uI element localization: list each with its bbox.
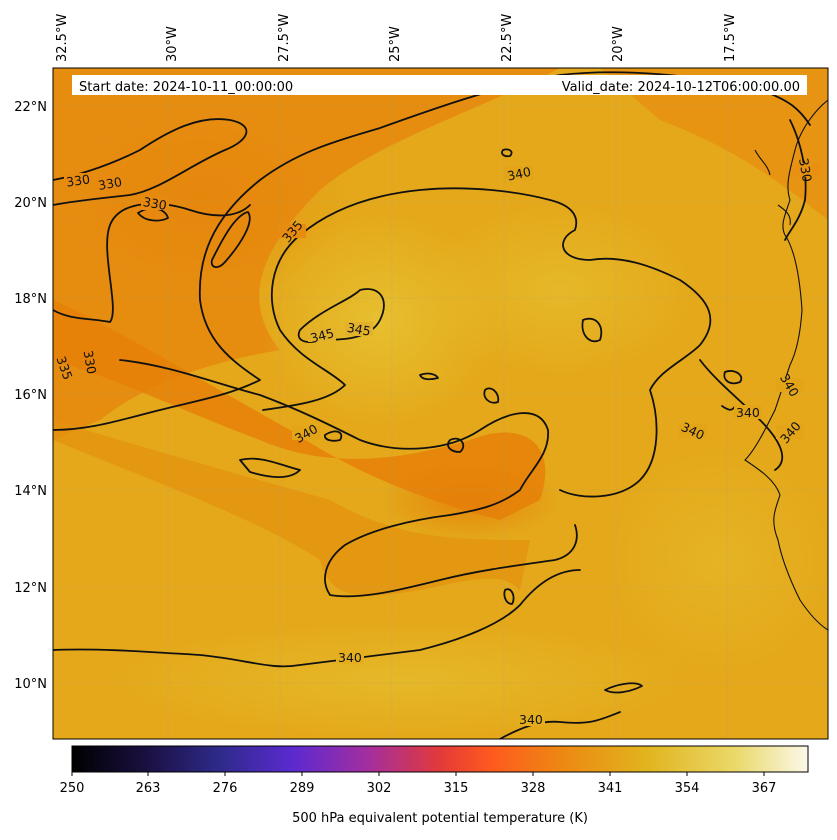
svg-text:340: 340 bbox=[506, 164, 533, 184]
contour-label: 345 bbox=[308, 325, 336, 346]
svg-text:340: 340 bbox=[736, 405, 760, 420]
contour-label: 340 bbox=[517, 712, 545, 727]
contour-330-nw bbox=[53, 118, 248, 206]
svg-text:345: 345 bbox=[309, 325, 336, 346]
lon-label: 27.5°W bbox=[277, 14, 292, 62]
contour-label: 330 bbox=[792, 157, 820, 183]
contour-label: 330 bbox=[64, 171, 92, 190]
lon-label: 22.5°W bbox=[500, 14, 515, 62]
lat-label: 12°N bbox=[14, 581, 47, 596]
colorbar-tick-label: 250 bbox=[60, 781, 85, 796]
lon-label: 20°W bbox=[611, 26, 626, 62]
svg-text:330: 330 bbox=[65, 171, 91, 189]
start-date-label: Start date: 2024-10-11_00:00:00 bbox=[79, 80, 293, 95]
svg-text:330: 330 bbox=[97, 174, 123, 193]
svg-text:330: 330 bbox=[142, 194, 168, 213]
svg-text:340: 340 bbox=[338, 650, 362, 665]
lon-label: 25°W bbox=[388, 26, 403, 62]
colorbar-tick-label: 263 bbox=[136, 781, 161, 796]
contour-label: 330 bbox=[96, 174, 124, 193]
longitude-labels: 32.5°W 30°W 27.5°W 25°W 22.5°W 20°W 17.5… bbox=[55, 14, 738, 62]
latitude-labels: 22°N 20°N 18°N 16°N 14°N 12°N 10°N bbox=[14, 100, 47, 692]
temperature-field bbox=[53, 68, 828, 739]
contour-label: 340 bbox=[505, 164, 533, 184]
lon-label: 32.5°W bbox=[55, 14, 70, 62]
svg-text:345: 345 bbox=[346, 320, 372, 339]
lat-label: 20°N bbox=[14, 196, 47, 211]
lat-label: 10°N bbox=[14, 677, 47, 692]
colorbar-ticks bbox=[71, 772, 765, 776]
colorbar-tick-label: 354 bbox=[675, 781, 700, 796]
colorbar-tick-label: 315 bbox=[444, 781, 469, 796]
colorbar-gradient bbox=[71, 745, 809, 773]
colorbar-tick-label: 302 bbox=[367, 781, 392, 796]
contour-335 bbox=[53, 71, 811, 431]
svg-text:340: 340 bbox=[519, 712, 543, 727]
contour-340-spiral bbox=[262, 187, 712, 498]
header-box bbox=[72, 75, 807, 95]
lat-label: 16°N bbox=[14, 388, 47, 403]
colorbar-tick-label: 328 bbox=[521, 781, 546, 796]
contour-label: 330 bbox=[81, 349, 100, 375]
svg-text:330: 330 bbox=[796, 157, 815, 183]
lon-label: 17.5°W bbox=[723, 14, 738, 62]
colorbar-tick-label: 367 bbox=[752, 781, 777, 796]
map-frame bbox=[52, 67, 829, 740]
lon-label: 30°W bbox=[165, 26, 180, 62]
colorbar-tick-label: 341 bbox=[598, 781, 623, 796]
valid-date-label: Valid_date: 2024-10-12T06:00:00.00 bbox=[562, 80, 800, 95]
colorbar-label: 500 hPa equivalent potential temperature… bbox=[292, 811, 588, 826]
colorbar: 250 263 276 289 302 315 328 341 354 367 … bbox=[60, 745, 809, 826]
lat-label: 14°N bbox=[14, 484, 47, 499]
colorbar-tick-label: 276 bbox=[213, 781, 238, 796]
lat-label: 22°N bbox=[14, 100, 47, 115]
contour-label: 345 bbox=[345, 320, 373, 339]
contour-label: 340 bbox=[679, 419, 707, 443]
contour-label: 330 bbox=[141, 194, 169, 213]
contour-label: 340 bbox=[336, 650, 364, 665]
svg-text:330: 330 bbox=[81, 349, 100, 375]
lat-label: 18°N bbox=[14, 292, 47, 307]
colorbar-tick-label: 289 bbox=[290, 781, 315, 796]
contour-label: 340 bbox=[734, 405, 762, 420]
